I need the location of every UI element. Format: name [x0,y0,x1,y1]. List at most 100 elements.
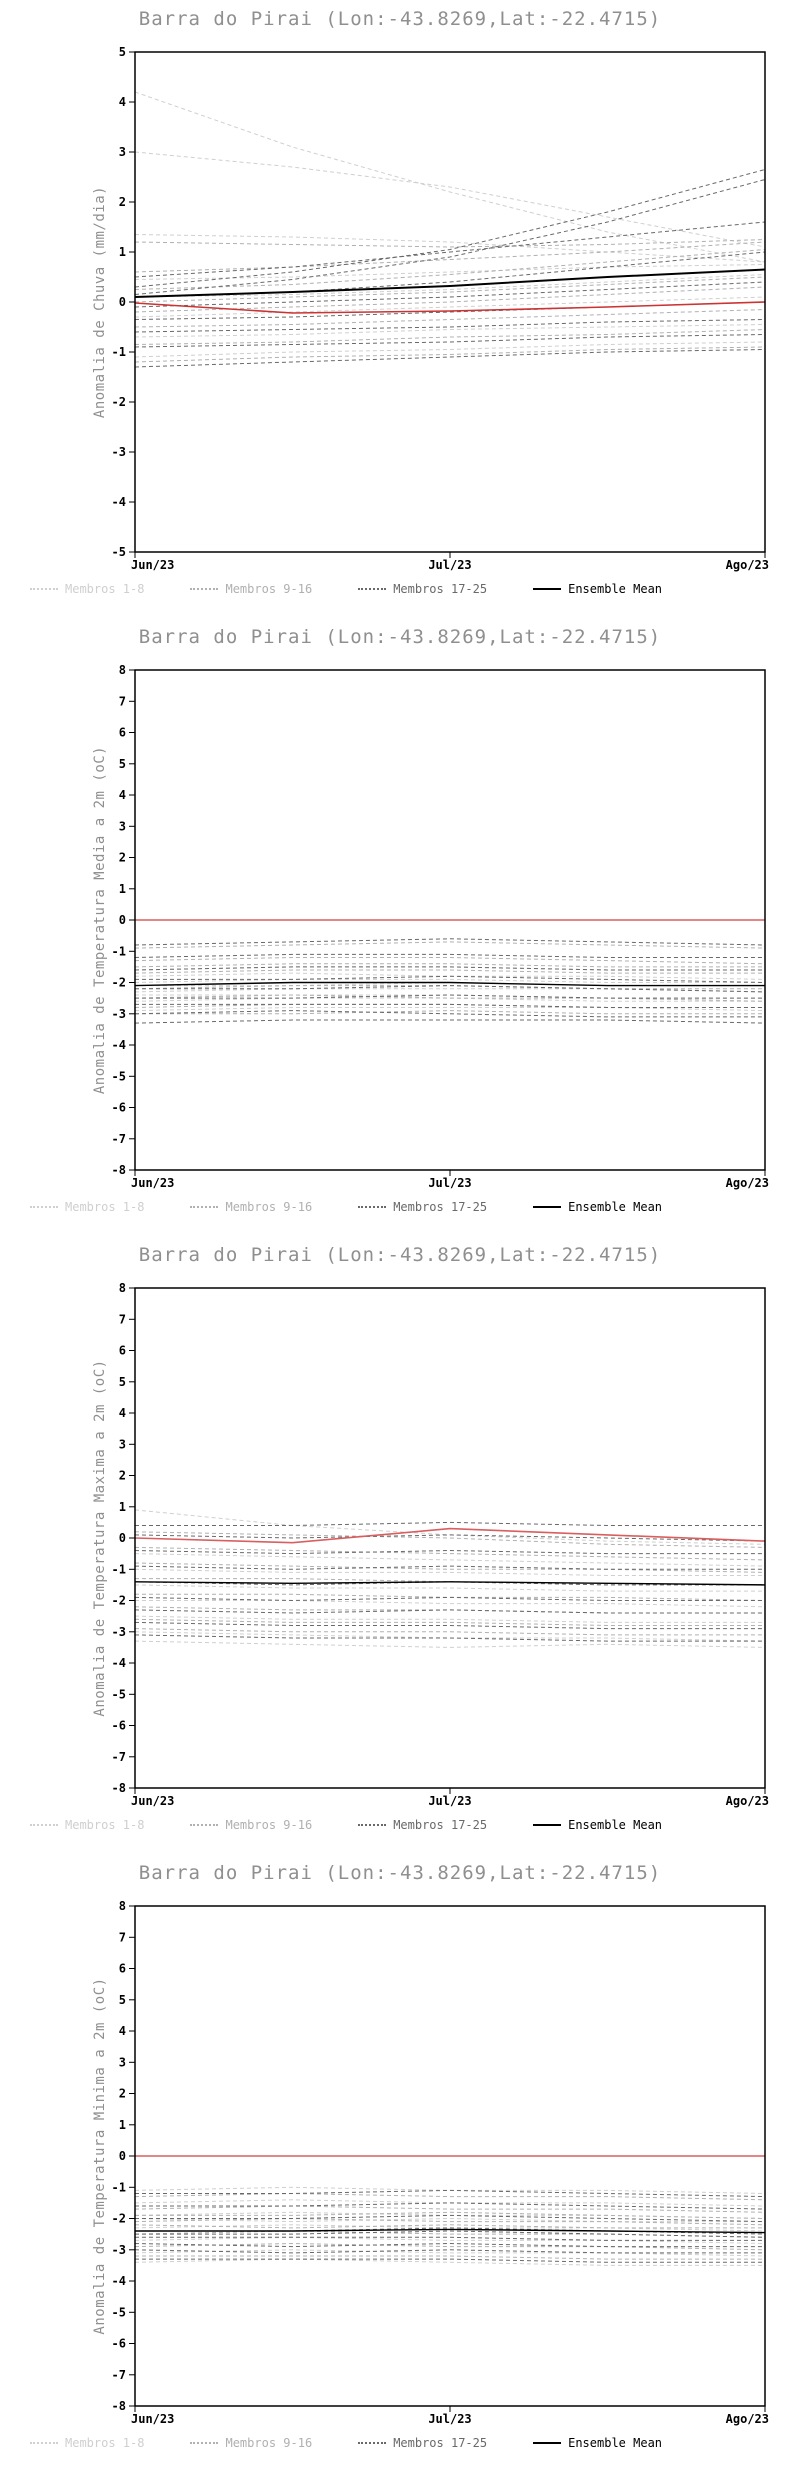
svg-text:Jun/23: Jun/23 [131,558,174,572]
svg-text:2: 2 [119,195,126,209]
legend-label: Ensemble Mean [568,582,663,596]
svg-text:-2: -2 [112,395,126,409]
plot-area: -8 -7 -6 -5 -4 -3 -2 -1 0 1 2 3 4 5 6 7 8 Jun/23 Jul/23 Ago… [112,1281,769,1808]
svg-text:2: 2 [119,851,126,865]
svg-text:-1: -1 [112,2180,126,2194]
svg-text:7: 7 [119,694,126,708]
svg-text:4: 4 [119,788,126,802]
svg-text:8: 8 [119,1281,126,1295]
svg-text:Ago/23: Ago/23 [726,1176,769,1190]
svg-text:5: 5 [119,1375,126,1389]
svg-text:-5: -5 [112,2305,126,2319]
legend-label: Membros 1-8 [65,2436,145,2450]
svg-text:5: 5 [119,757,126,771]
legend-item-members-1-8: Membros 1-8 [30,1818,144,1832]
svg-text:-7: -7 [112,2368,126,2382]
svg-text:-3: -3 [112,1625,126,1639]
legend-label: Membros 17-25 [393,582,488,596]
svg-text:-4: -4 [112,1656,126,1670]
svg-text:Jul/23: Jul/23 [428,558,471,572]
legend-item-members-9-16: Membros 9-16 [190,1818,312,1832]
legend-line-sample [30,2442,58,2444]
max-temperature-anomaly-chart-panel: Barra do Pirai (Lon:-43.8269,Lat:-22.471… [0,1236,800,1854]
svg-text:-2: -2 [112,976,126,990]
svg-text:1: 1 [119,1500,126,1514]
svg-text:1: 1 [119,245,126,259]
svg-text:0: 0 [119,295,126,309]
legend-line-sample [358,1206,387,1208]
svg-text:8: 8 [119,663,126,677]
svg-text:-2: -2 [112,1594,126,1608]
legend-label: Membros 9-16 [225,2436,313,2450]
legend-line-sample [358,2442,387,2444]
min-temperature-anomaly-chart-panel: Barra do Pirai (Lon:-43.8269,Lat:-22.471… [0,1854,800,2472]
svg-text:3: 3 [119,2055,126,2069]
svg-text:7: 7 [119,1930,126,1944]
legend-line-sample [533,1206,562,1208]
svg-text:2: 2 [119,2087,126,2101]
svg-text:-2: -2 [112,2212,126,2226]
mean-temperature-anomaly-chart-panel: Barra do Pirai (Lon:-43.8269,Lat:-22.471… [0,618,800,1236]
plot-area: -8 -7 -6 -5 -4 -3 -2 -1 0 1 2 3 4 5 6 7 8 Jun/23 Jul/23 Ago… [112,663,769,1190]
svg-text:-5: -5 [112,545,126,559]
legend-line-sample [190,2442,219,2444]
svg-text:Ago/23: Ago/23 [726,2412,769,2426]
legend-line-sample [533,1824,562,1826]
svg-text:-5: -5 [112,1069,126,1083]
legend-item-members-17-25: Membros 17-25 [358,1200,487,1214]
legend-line-sample [533,2442,562,2444]
legend-label: Membros 1-8 [65,1818,145,1832]
svg-text:-6: -6 [112,2337,126,2351]
svg-text:Ago/23: Ago/23 [726,558,769,572]
legend-item-members-9-16: Membros 9-16 [190,2436,312,2450]
legend-item-members-17-25: Membros 17-25 [358,582,487,596]
legend-label: Membros 9-16 [225,1818,313,1832]
svg-text:-4: -4 [112,2274,126,2288]
svg-text:8: 8 [119,1899,126,1913]
legend-label: Ensemble Mean [568,1818,663,1832]
svg-text:4: 4 [119,1406,126,1420]
legend-item-ensemble-mean: Ensemble Mean [533,582,662,596]
svg-text:-7: -7 [112,1750,126,1764]
legend-item-members-1-8: Membros 1-8 [30,582,144,596]
legend-line-sample [30,1824,58,1826]
legend-label: Ensemble Mean [568,2436,663,2450]
svg-text:-1: -1 [112,944,126,958]
svg-text:Jul/23: Jul/23 [428,1794,471,1808]
svg-text:5: 5 [119,45,126,59]
svg-text:4: 4 [119,2024,126,2038]
svg-text:-3: -3 [112,1007,126,1021]
legend-line-sample [358,1824,387,1826]
svg-text:Ago/23: Ago/23 [726,1794,769,1808]
svg-text:-8: -8 [112,1781,126,1795]
plot-area: -8 -7 -6 -5 -4 -3 -2 -1 0 1 2 3 4 5 6 7 8 Jun/23 Jul/23 Ago… [112,1899,769,2426]
svg-text:Jun/23: Jun/23 [131,1176,174,1190]
svg-text:3: 3 [119,145,126,159]
svg-text:1: 1 [119,882,126,896]
legend: Membros 1-8 Membros 9-16 Membros 17-25 E… [30,2436,662,2450]
legend-item-members-17-25: Membros 17-25 [358,1818,487,1832]
legend-line-sample [30,588,58,590]
svg-text:-6: -6 [112,1719,126,1733]
svg-text:-8: -8 [112,1163,126,1177]
svg-text:3: 3 [119,819,126,833]
svg-text:Jul/23: Jul/23 [428,2412,471,2426]
svg-text:-8: -8 [112,2399,126,2413]
legend-label: Membros 17-25 [393,2436,488,2450]
legend-line-sample [533,588,562,590]
svg-text:2: 2 [119,1469,126,1483]
legend-label: Ensemble Mean [568,1200,663,1214]
svg-text:0: 0 [119,1531,126,1545]
svg-text:-5: -5 [112,1687,126,1701]
legend-item-ensemble-mean: Ensemble Mean [533,1818,662,1832]
svg-text:7: 7 [119,1312,126,1326]
svg-text:-7: -7 [112,1132,126,1146]
legend-label: Membros 17-25 [393,1818,488,1832]
svg-text:1: 1 [119,2118,126,2132]
rain-anomaly-chart-panel: Barra do Pirai (Lon:-43.8269,Lat:-22.471… [0,0,800,618]
svg-text:4: 4 [119,95,126,109]
legend-label: Membros 1-8 [65,582,145,596]
svg-text:Jun/23: Jun/23 [131,1794,174,1808]
svg-text:0: 0 [119,913,126,927]
